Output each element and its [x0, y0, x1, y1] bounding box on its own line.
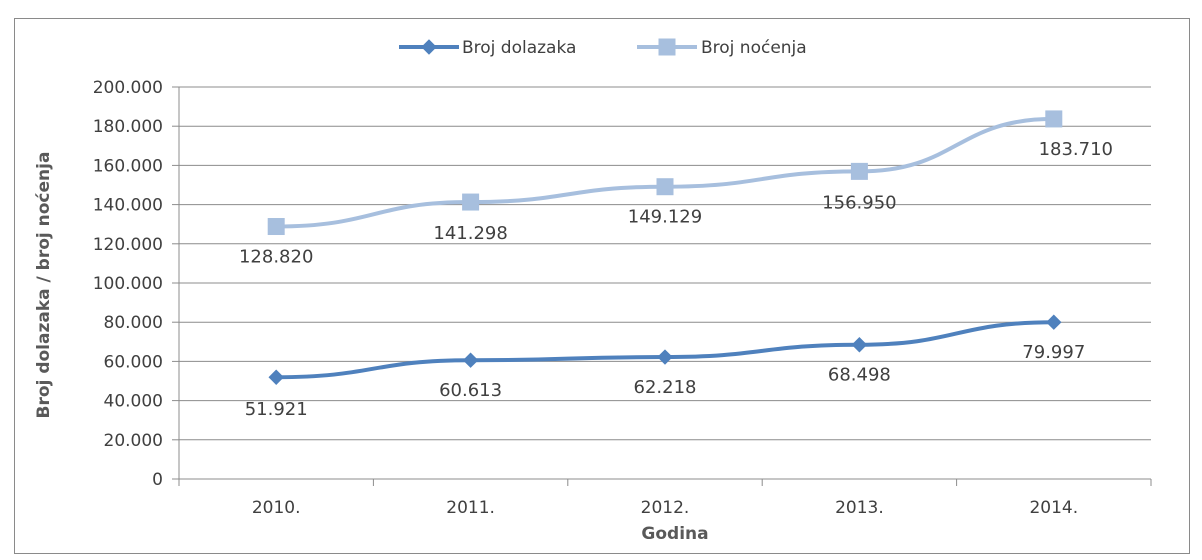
data-label: 68.498 [828, 365, 891, 386]
series-2-marker [1045, 110, 1063, 128]
series-1-marker [268, 369, 284, 385]
series-2-marker [462, 193, 480, 211]
x-tick-label: 2013. [835, 498, 884, 518]
data-label: 60.613 [439, 380, 502, 401]
x-tick-label: 2011. [446, 498, 495, 518]
y-axis-title: Broj dolazaka / broj noćenja [34, 152, 54, 419]
data-label: 183.710 [1039, 139, 1113, 160]
line-chart: 0 20.000 40.000 60.000 80.000 100.000 120.000 1… [34, 38, 1152, 544]
y-tick-label: 160.000 [93, 156, 163, 176]
legend-label-1: Broj dolazaka [462, 38, 576, 58]
y-tick-label: 140.000 [93, 196, 163, 216]
series-2-marker [267, 218, 285, 236]
y-tick-label: 120.000 [93, 235, 163, 255]
y-tick-label: 60.000 [104, 352, 163, 372]
x-tick-label: 2012. [641, 498, 690, 518]
data-label: 141.298 [433, 223, 507, 244]
y-tick-label: 200.000 [93, 78, 163, 98]
y-tick-label: 80.000 [104, 313, 163, 333]
legend-label-2: Broj noćenja [701, 38, 807, 58]
series-1-marker [462, 352, 479, 368]
data-label: 149.129 [628, 207, 702, 228]
data-label: 128.820 [239, 247, 313, 268]
series-1-marker [1046, 314, 1062, 330]
y-tick-label: 180.000 [93, 117, 163, 137]
series-2-marker [850, 162, 868, 180]
y-tick-label: 40.000 [104, 392, 163, 412]
data-label: 79.997 [1022, 342, 1085, 363]
y-tick-label: 100.000 [93, 274, 163, 294]
data-label: 51.921 [245, 399, 308, 420]
y-tick-label: 0 [152, 470, 163, 490]
x-axis-title: Godina [641, 524, 708, 544]
x-tick-label: 2014. [1029, 498, 1078, 518]
legend-marker-2 [658, 38, 676, 56]
y-tick-label: 20.000 [104, 431, 163, 451]
x-tick-label: 2010. [252, 498, 301, 518]
chart-frame: 0 20.000 40.000 60.000 80.000 100.000 120.000 1… [14, 18, 1190, 554]
series-2-marker [656, 178, 674, 196]
legend-marker-1 [421, 39, 437, 55]
series-1-marker [657, 349, 673, 365]
data-label: 156.950 [822, 192, 896, 213]
series-1-marker [851, 337, 868, 353]
data-label: 62.218 [634, 377, 697, 398]
